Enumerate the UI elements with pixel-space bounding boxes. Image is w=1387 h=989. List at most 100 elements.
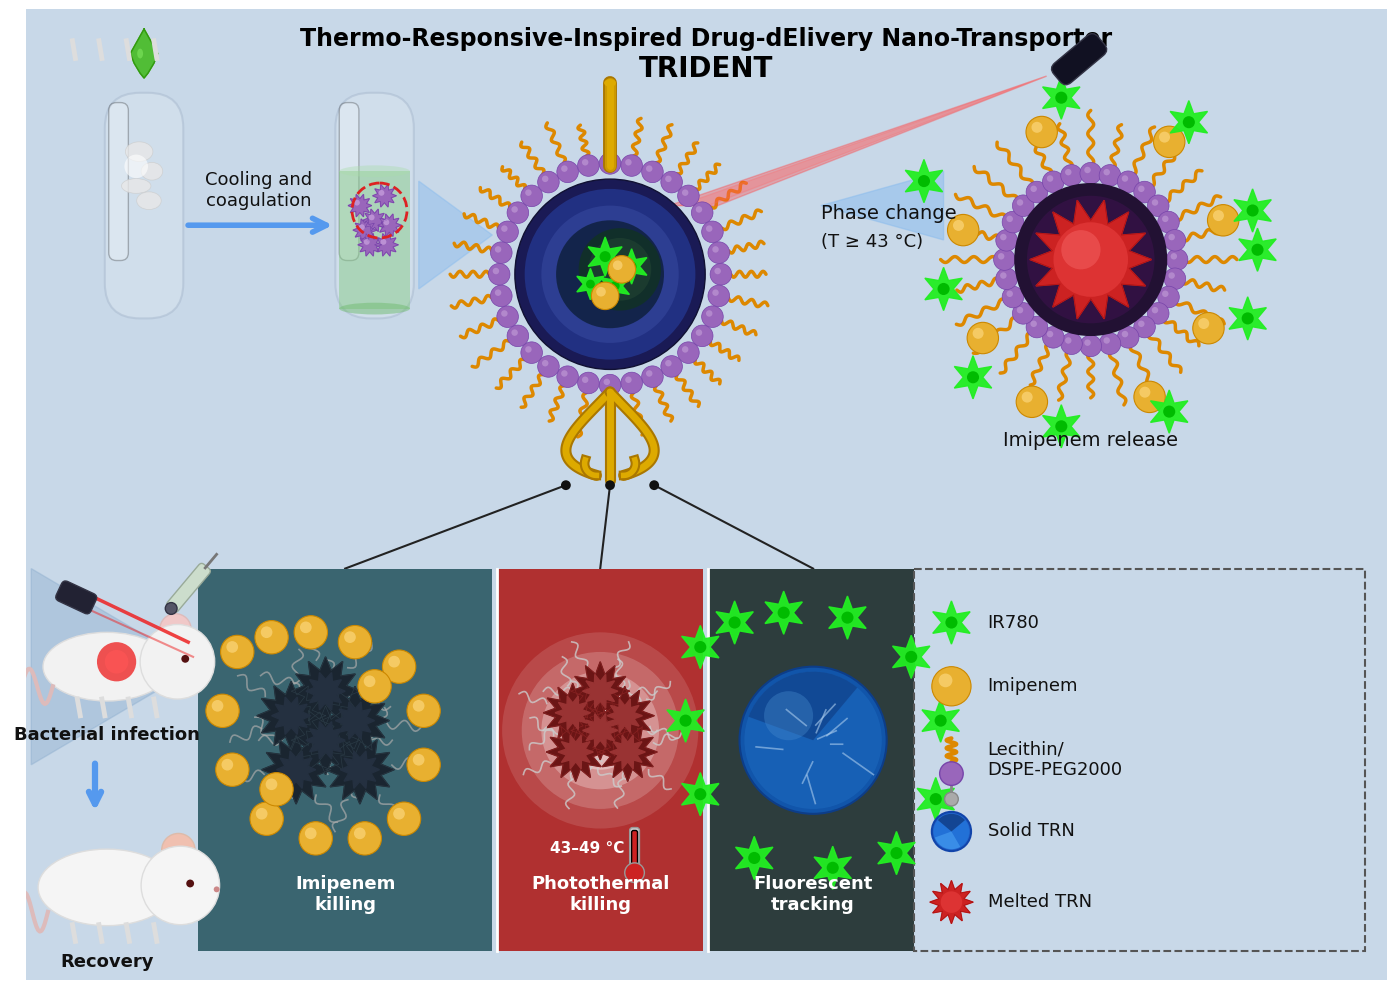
Text: Lecithin/
DSPE-PEG2000: Lecithin/ DSPE-PEG2000: [988, 741, 1123, 779]
Wedge shape: [938, 814, 965, 832]
Polygon shape: [595, 686, 655, 745]
Polygon shape: [681, 625, 718, 669]
Circle shape: [1171, 253, 1178, 259]
Circle shape: [508, 202, 528, 224]
Polygon shape: [555, 696, 591, 730]
Polygon shape: [681, 772, 718, 816]
Circle shape: [562, 165, 567, 172]
Circle shape: [359, 225, 365, 230]
Polygon shape: [307, 673, 345, 710]
Circle shape: [383, 220, 390, 225]
Polygon shape: [878, 832, 915, 874]
Bar: [198, 569, 492, 951]
Bar: [709, 569, 920, 951]
Circle shape: [603, 379, 610, 385]
Circle shape: [1085, 339, 1090, 346]
Polygon shape: [925, 267, 963, 311]
Circle shape: [1251, 243, 1264, 256]
Polygon shape: [821, 171, 943, 240]
Polygon shape: [669, 76, 1047, 206]
Circle shape: [1099, 164, 1121, 186]
Circle shape: [739, 667, 886, 814]
Ellipse shape: [122, 179, 151, 193]
FancyBboxPatch shape: [55, 581, 97, 614]
FancyBboxPatch shape: [105, 93, 183, 318]
Circle shape: [1026, 196, 1154, 323]
Circle shape: [413, 700, 424, 712]
Circle shape: [906, 651, 917, 663]
Circle shape: [259, 772, 293, 806]
Circle shape: [182, 655, 189, 663]
Polygon shape: [678, 76, 1047, 206]
Circle shape: [1162, 216, 1168, 223]
Circle shape: [827, 861, 839, 874]
Circle shape: [1139, 387, 1150, 398]
Polygon shape: [667, 699, 705, 742]
Circle shape: [1164, 268, 1186, 290]
Circle shape: [1214, 210, 1223, 222]
Circle shape: [406, 694, 440, 728]
FancyBboxPatch shape: [1051, 34, 1107, 85]
Circle shape: [603, 157, 610, 163]
Wedge shape: [749, 672, 857, 740]
Circle shape: [710, 263, 732, 285]
Circle shape: [1164, 229, 1186, 251]
Circle shape: [1151, 199, 1158, 206]
Circle shape: [1168, 272, 1175, 279]
Circle shape: [1139, 186, 1144, 192]
Circle shape: [1000, 233, 1007, 240]
Text: Recovery: Recovery: [60, 953, 154, 971]
Polygon shape: [307, 722, 345, 759]
Circle shape: [165, 602, 178, 614]
Circle shape: [354, 200, 359, 206]
Text: 43–49 °C: 43–49 °C: [551, 841, 624, 855]
Circle shape: [940, 891, 963, 913]
Circle shape: [577, 372, 599, 394]
Polygon shape: [1234, 189, 1272, 232]
Circle shape: [707, 285, 730, 307]
Circle shape: [666, 360, 671, 367]
Text: Imipenem
killing: Imipenem killing: [295, 875, 395, 914]
Circle shape: [764, 691, 813, 740]
Circle shape: [542, 360, 548, 367]
Circle shape: [1147, 303, 1169, 324]
Polygon shape: [954, 356, 992, 399]
Circle shape: [492, 268, 499, 274]
Circle shape: [1026, 181, 1047, 203]
Circle shape: [929, 793, 942, 805]
Circle shape: [1158, 212, 1179, 232]
Circle shape: [226, 641, 239, 653]
Circle shape: [491, 285, 512, 307]
Circle shape: [1158, 286, 1179, 308]
Circle shape: [706, 311, 713, 316]
Circle shape: [642, 366, 663, 388]
Polygon shape: [892, 635, 929, 678]
Ellipse shape: [37, 850, 175, 926]
Circle shape: [97, 642, 136, 681]
Polygon shape: [608, 699, 642, 733]
Circle shape: [714, 268, 721, 274]
Polygon shape: [272, 697, 311, 735]
Polygon shape: [716, 601, 753, 644]
Circle shape: [1022, 392, 1033, 403]
Bar: [914, 569, 1365, 951]
Circle shape: [627, 261, 637, 271]
Circle shape: [1017, 386, 1047, 417]
Circle shape: [1118, 326, 1139, 348]
Circle shape: [1099, 333, 1121, 354]
Circle shape: [1118, 171, 1139, 193]
Circle shape: [380, 239, 387, 245]
Circle shape: [682, 346, 688, 353]
Polygon shape: [32, 569, 198, 764]
Circle shape: [588, 238, 652, 301]
Polygon shape: [616, 249, 646, 284]
Circle shape: [524, 189, 695, 360]
Circle shape: [613, 260, 623, 270]
Circle shape: [680, 715, 692, 727]
Circle shape: [512, 329, 517, 336]
Circle shape: [947, 215, 979, 246]
Polygon shape: [932, 601, 970, 644]
Polygon shape: [1171, 101, 1208, 143]
Polygon shape: [588, 237, 623, 276]
Polygon shape: [326, 736, 394, 804]
